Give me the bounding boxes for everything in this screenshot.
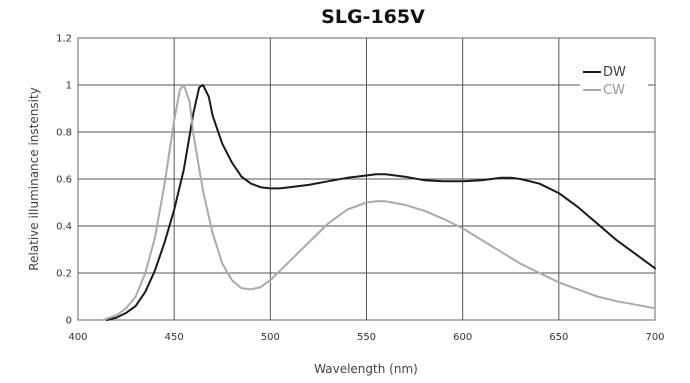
tick-labels: 400 450 500 550 600 650 700 0 0.2 0.4 0.6 0.8 1 1.2	[56, 34, 664, 344]
series-lines	[102, 84, 656, 321]
legend-label-dw: DW	[603, 65, 626, 80]
x-axis-label: Wavelength (nm)	[314, 362, 418, 376]
x-tick-label: 550	[357, 332, 376, 343]
legend-box	[580, 62, 648, 100]
grid	[78, 38, 655, 320]
legend-label-cw: CW	[603, 83, 625, 98]
y-tick-label: 1	[66, 81, 72, 92]
x-tick-label: 700	[645, 332, 664, 343]
x-tick-label: 650	[549, 332, 568, 343]
x-tick-label: 450	[165, 332, 184, 343]
y-tick-label: 0.8	[56, 128, 72, 139]
x-tick-label: 500	[261, 332, 280, 343]
y-tick-label: 0.6	[56, 175, 72, 186]
y-tick-label: 0	[66, 316, 72, 327]
y-tick-label: 0.4	[56, 222, 72, 233]
legend: DW CW	[580, 62, 648, 100]
series-line-cw	[102, 84, 656, 321]
x-tick-label: 600	[453, 332, 472, 343]
y-tick-label: 0.2	[56, 269, 72, 280]
series-line-dw	[105, 84, 656, 321]
y-tick-label: 1.2	[56, 34, 72, 45]
x-tick-label: 400	[68, 332, 87, 343]
chart-title: SLG-165V	[321, 6, 425, 28]
y-axis-label: Relative illuminance instensity	[27, 87, 41, 270]
